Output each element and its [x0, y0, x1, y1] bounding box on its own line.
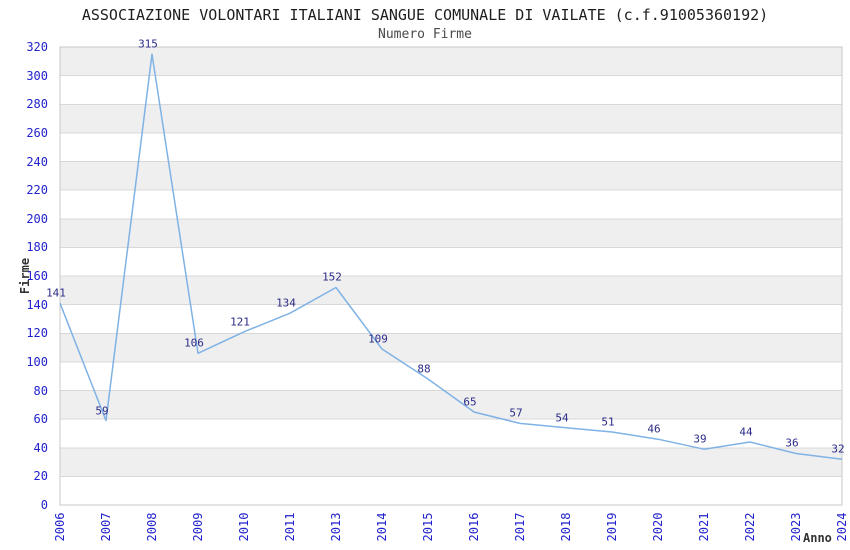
chart-subtitle: Numero Firme	[378, 27, 472, 42]
data-label: 36	[785, 436, 799, 450]
y-tick-label: 200	[26, 211, 48, 226]
y-tick-label: 300	[26, 68, 48, 83]
x-tick-label: 2024	[835, 512, 849, 542]
data-label: 109	[368, 332, 388, 346]
plot-band	[60, 75, 842, 105]
x-tick-label: 2015	[421, 512, 435, 542]
plot-band	[60, 419, 842, 448]
y-tick-label: 280	[26, 97, 48, 112]
x-tick-label: 2023	[789, 512, 803, 542]
y-tick-label: 120	[26, 326, 48, 341]
plot-band	[60, 132, 842, 162]
plot-band	[60, 476, 842, 506]
plot-band	[60, 190, 842, 219]
x-tick-label: 2018	[559, 512, 573, 542]
x-tick-label: 2011	[283, 512, 297, 542]
plot-band	[60, 333, 842, 362]
x-tick-label: 2008	[145, 512, 159, 542]
y-tick-label: 180	[26, 240, 48, 255]
y-tick-label: 160	[26, 269, 48, 283]
data-label: 65	[463, 395, 477, 409]
plot-band	[60, 304, 842, 334]
x-tick-label: 2017	[513, 512, 527, 542]
plot-band	[60, 218, 842, 248]
plot-band	[60, 247, 842, 277]
y-tick-label: 100	[26, 354, 48, 369]
data-label: 88	[417, 362, 431, 376]
data-label: 57	[509, 406, 523, 420]
data-label: 315	[138, 37, 158, 51]
x-tick-label: 2006	[53, 512, 67, 542]
y-tick-label: 320	[26, 40, 48, 54]
data-label: 32	[831, 442, 845, 456]
plot-band	[60, 47, 842, 76]
data-label: 134	[276, 296, 296, 310]
y-tick-label: 240	[26, 154, 48, 169]
plot-border	[59, 46, 843, 506]
y-tick-label: 260	[26, 125, 48, 140]
x-tick-label: 2009	[191, 512, 205, 542]
data-label: 152	[322, 270, 342, 284]
plot-band	[60, 161, 842, 191]
plot-band	[60, 104, 842, 133]
y-tick-label: 60	[33, 412, 48, 427]
data-label: 106	[184, 336, 204, 350]
y-tick-label: 20	[33, 469, 48, 484]
y-tick-label: 140	[26, 297, 48, 312]
data-label: 51	[601, 415, 615, 429]
x-axis-label: Anno	[803, 531, 832, 545]
x-tick-label: 2014	[375, 512, 389, 542]
x-tick-label: 2022	[743, 512, 757, 542]
series-line	[59, 53, 843, 460]
x-tick-label: 2010	[237, 512, 251, 542]
x-tick-label: 2016	[467, 512, 481, 542]
y-tick-label: 40	[33, 440, 48, 455]
y-tick-label: 80	[33, 383, 48, 398]
data-label: 121	[230, 315, 250, 329]
y-tick-label: 220	[26, 183, 48, 198]
x-tick-label: 2019	[605, 512, 619, 542]
plot-band	[60, 361, 842, 391]
data-label: 44	[739, 425, 753, 439]
data-label: 46	[647, 422, 661, 436]
data-label: 39	[693, 432, 707, 446]
x-tick-label: 2021	[697, 512, 711, 542]
chart-title: ASSOCIAZIONE VOLONTARI ITALIANI SANGUE C…	[81, 6, 769, 24]
data-label: 54	[555, 411, 569, 425]
data-label: 59	[95, 404, 109, 418]
x-tick-label: 2013	[329, 512, 343, 542]
plot-band	[60, 276, 842, 305]
x-tick-label: 2020	[651, 512, 665, 542]
data-label: 141	[46, 286, 66, 300]
y-tick-label: 0	[40, 498, 48, 512]
plot-band	[60, 447, 842, 477]
x-tick-label: 2007	[99, 512, 113, 542]
